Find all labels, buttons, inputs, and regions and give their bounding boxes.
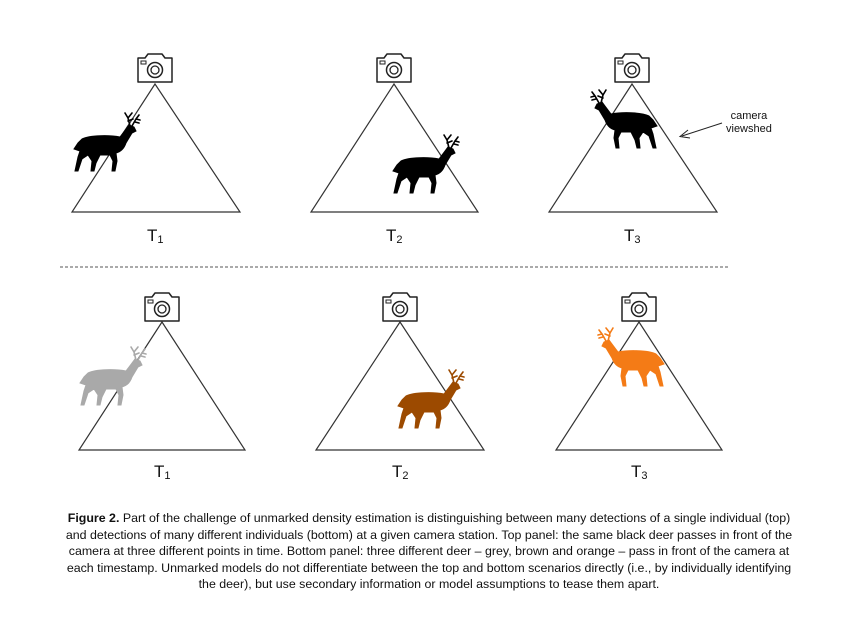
top-frame-3 [547, 53, 723, 213]
bottom-frame-1 [77, 292, 247, 451]
time-label-bottom-2: T2 [392, 462, 409, 482]
bottom-frame-2 [314, 292, 486, 451]
camera-icon [382, 292, 418, 322]
deer-silhouette [597, 327, 665, 387]
camera-icon [137, 53, 173, 83]
time-label-top-3: T3 [624, 226, 641, 246]
deer-silhouette [590, 89, 658, 149]
time-label-top-2: T2 [386, 226, 403, 246]
camera-icon [376, 53, 412, 83]
annotation-arrowhead [678, 129, 691, 139]
camera-icon [621, 292, 657, 322]
figure-label: Figure 2. [67, 511, 120, 525]
camera-viewshed [554, 320, 724, 451]
annotation-line-2: viewshed [726, 123, 772, 135]
deer-silhouette [392, 134, 460, 194]
time-label-top-1: T1 [147, 226, 164, 246]
figure-caption: Figure 2. Part of the challenge of unmar… [58, 510, 800, 593]
annotation-line-1: camera [730, 110, 768, 122]
camera-viewshed [547, 82, 719, 213]
annotation-arrow [681, 122, 723, 137]
caption-text: Part of the challenge of unmarked densit… [65, 511, 793, 591]
camera-viewshed [309, 82, 480, 213]
top-frame-2 [309, 53, 480, 213]
viewshed-annotation: camera viewshed [726, 110, 772, 136]
camera-icon [614, 53, 650, 83]
bottom-frame-3 [554, 292, 724, 451]
time-label-bottom-3: T3 [631, 462, 648, 482]
camera-viewshed [314, 320, 486, 451]
camera-icon [144, 292, 180, 322]
deer-silhouette [397, 369, 465, 429]
deer-silhouette [79, 346, 147, 406]
time-label-bottom-1: T1 [154, 462, 171, 482]
top-frame-1 [70, 53, 242, 213]
